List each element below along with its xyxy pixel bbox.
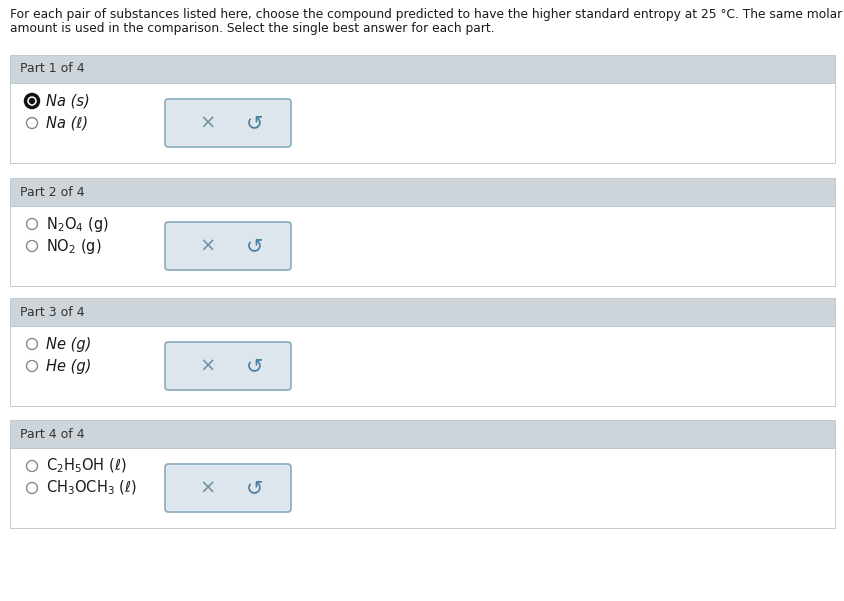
Text: ↺: ↺: [246, 113, 262, 133]
Text: $\mathrm{CH_3OCH_3}$ (ℓ): $\mathrm{CH_3OCH_3}$ (ℓ): [46, 479, 137, 497]
Text: Part 1 of 4: Part 1 of 4: [20, 63, 84, 76]
Circle shape: [26, 483, 37, 493]
Text: $\mathrm{NO_2}$ (g): $\mathrm{NO_2}$ (g): [46, 237, 101, 255]
FancyBboxPatch shape: [10, 448, 834, 528]
FancyBboxPatch shape: [165, 464, 290, 512]
Text: Na (ℓ): Na (ℓ): [46, 115, 88, 130]
Circle shape: [26, 338, 37, 350]
Text: ×: ×: [199, 237, 215, 255]
Text: amount is used in the comparison. Select the single best answer for each part.: amount is used in the comparison. Select…: [10, 22, 494, 35]
Text: $\mathrm{C_2H_5OH}$ (ℓ): $\mathrm{C_2H_5OH}$ (ℓ): [46, 457, 127, 475]
FancyBboxPatch shape: [165, 99, 290, 147]
FancyBboxPatch shape: [10, 206, 834, 286]
FancyBboxPatch shape: [165, 342, 290, 390]
Text: Part 4 of 4: Part 4 of 4: [20, 427, 84, 441]
FancyBboxPatch shape: [10, 420, 834, 448]
Circle shape: [26, 361, 37, 371]
Text: ×: ×: [199, 478, 215, 498]
Text: For each pair of substances listed here, choose the compound predicted to have t: For each pair of substances listed here,…: [10, 8, 841, 21]
Text: ×: ×: [199, 356, 215, 376]
Text: Part 2 of 4: Part 2 of 4: [20, 186, 84, 198]
FancyBboxPatch shape: [10, 298, 834, 326]
Text: ↺: ↺: [246, 356, 262, 376]
FancyBboxPatch shape: [10, 83, 834, 163]
FancyBboxPatch shape: [10, 55, 834, 83]
Circle shape: [26, 118, 37, 129]
Circle shape: [26, 240, 37, 251]
Circle shape: [26, 460, 37, 472]
Circle shape: [25, 94, 39, 108]
FancyBboxPatch shape: [10, 178, 834, 206]
Text: ↺: ↺: [246, 236, 262, 256]
Text: Part 3 of 4: Part 3 of 4: [20, 305, 84, 319]
Text: He (g): He (g): [46, 359, 91, 373]
FancyBboxPatch shape: [10, 326, 834, 406]
Text: ↺: ↺: [246, 478, 262, 498]
Text: Na (s): Na (s): [46, 94, 89, 109]
Text: $\mathrm{N_2O_4}$ (g): $\mathrm{N_2O_4}$ (g): [46, 215, 109, 234]
Text: ×: ×: [199, 114, 215, 132]
Text: Ne (g): Ne (g): [46, 337, 91, 352]
Circle shape: [26, 219, 37, 230]
FancyBboxPatch shape: [165, 222, 290, 270]
Circle shape: [29, 98, 35, 104]
